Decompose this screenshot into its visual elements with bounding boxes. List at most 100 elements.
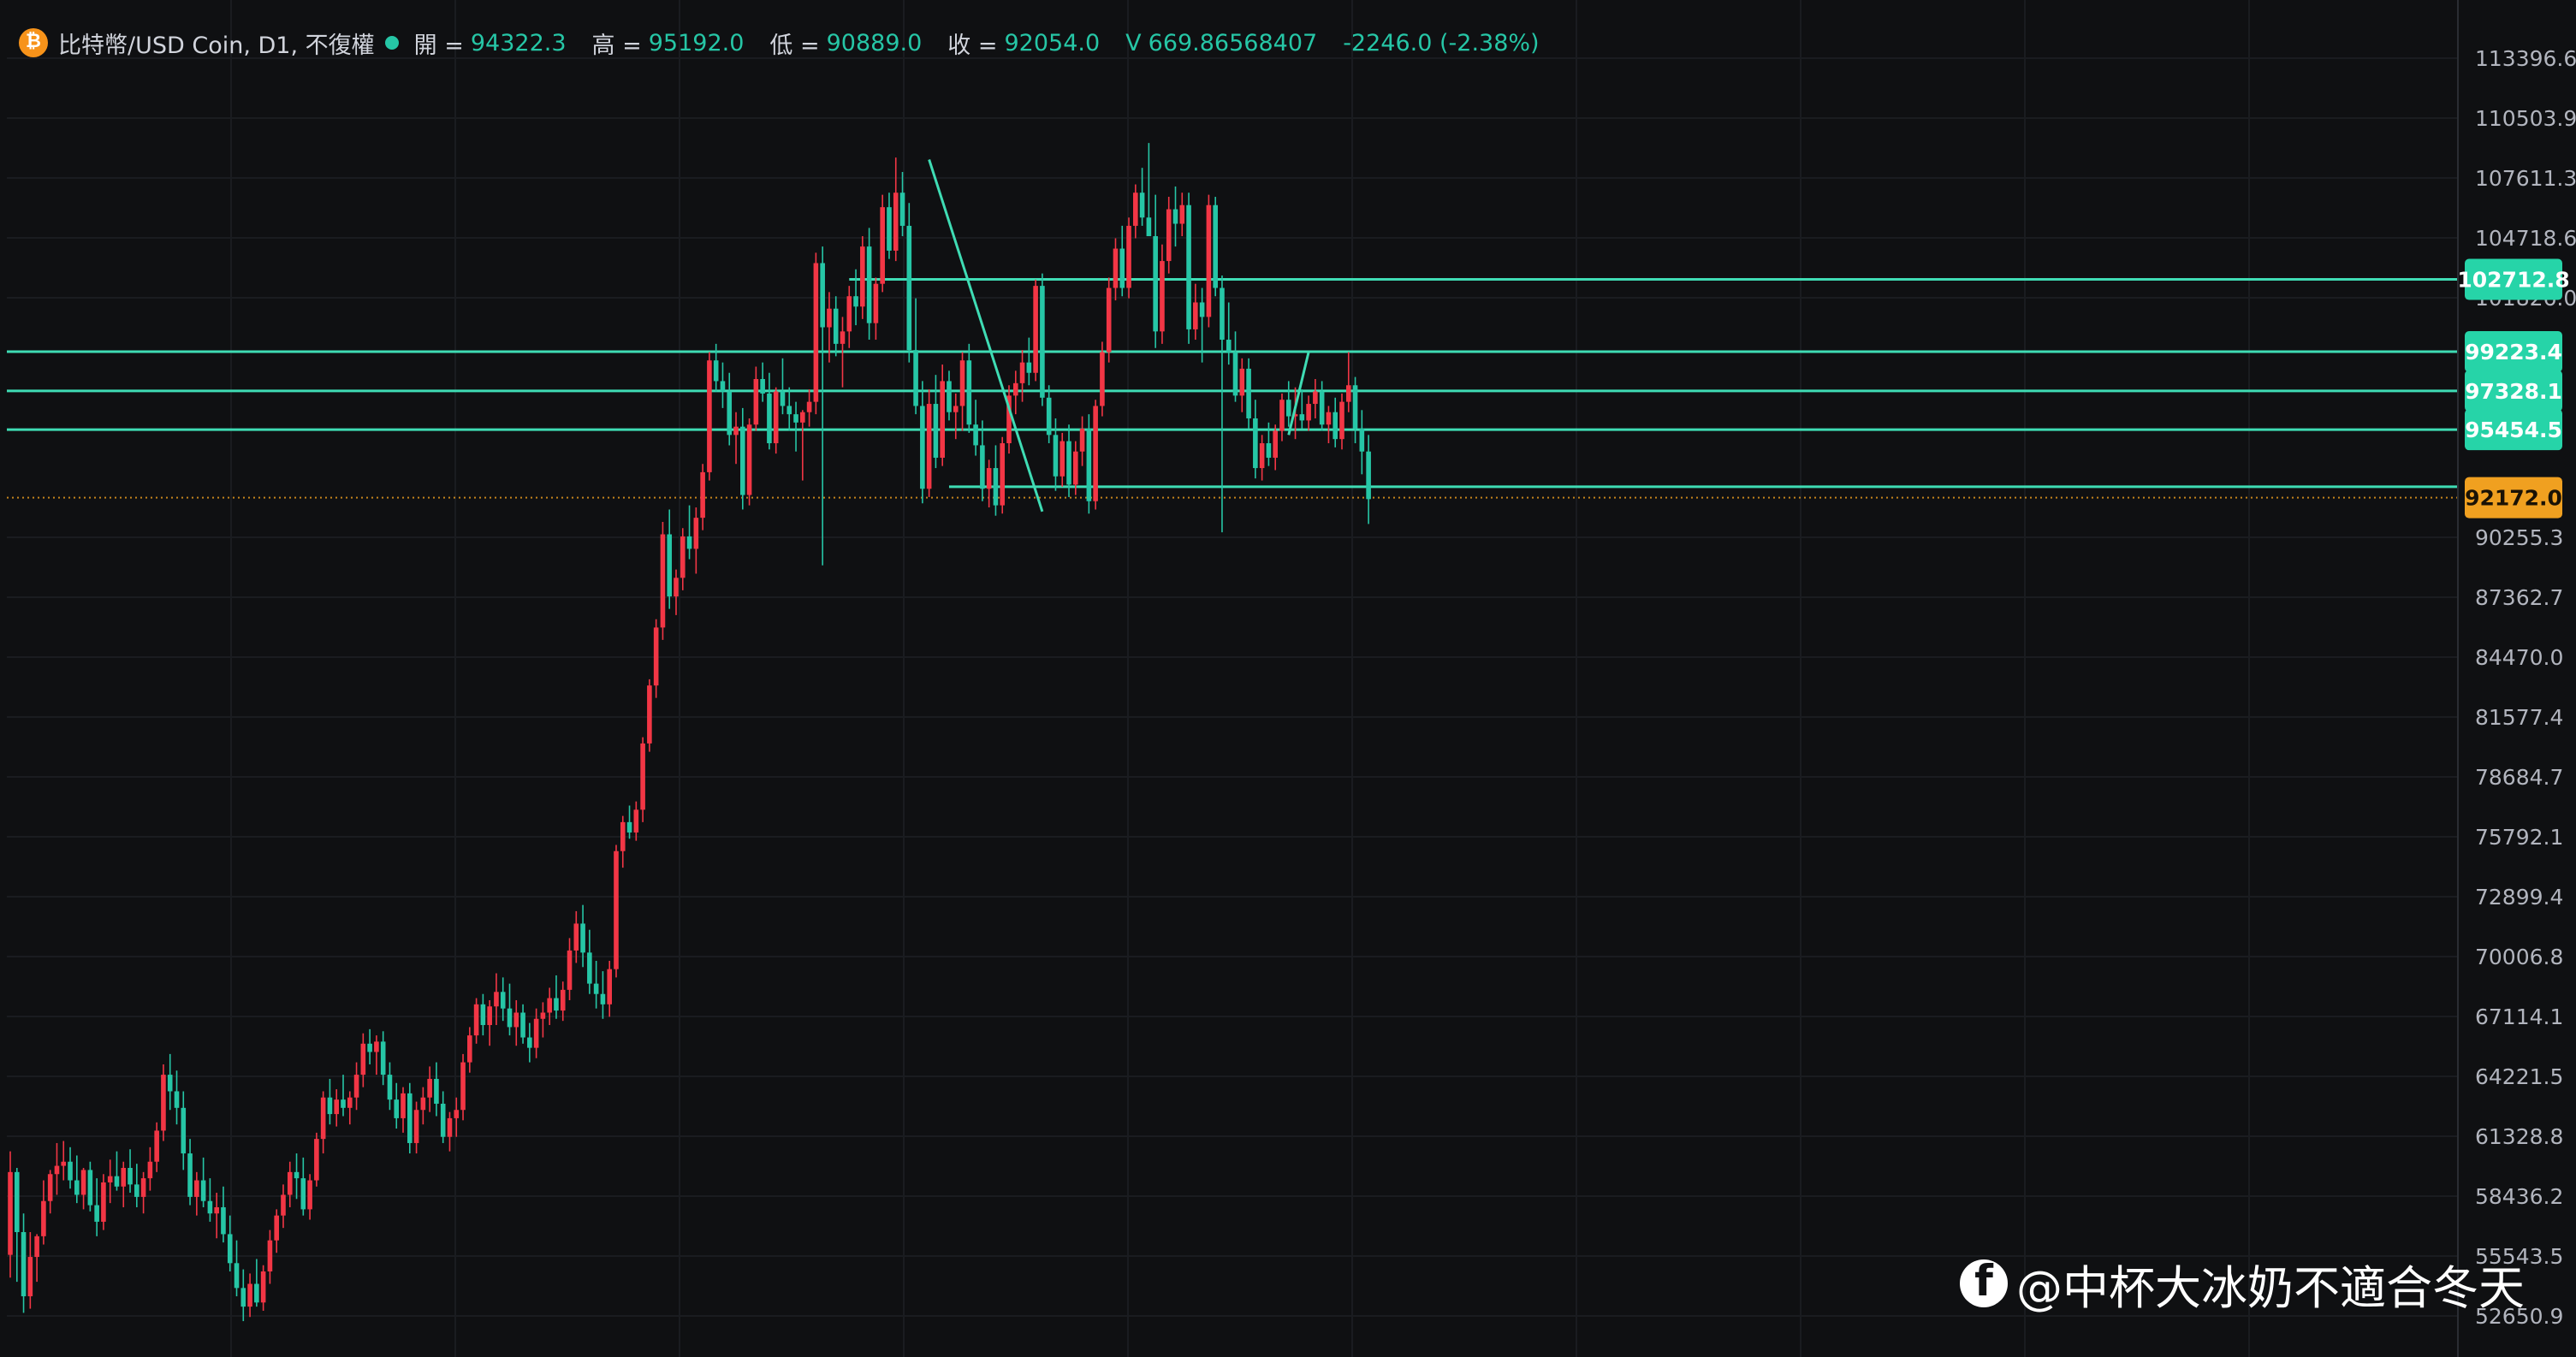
candle-body [154, 1130, 159, 1162]
candle-body [61, 1161, 67, 1166]
candle-body [707, 360, 712, 472]
market-status-dot [384, 36, 399, 50]
price-tick-label: 55543.5 [2475, 1244, 2563, 1269]
candle-body [1172, 209, 1178, 224]
trend-line [928, 159, 1044, 513]
price-axis[interactable]: 113396.6110503.9107611.3104718.6101826.0… [2457, 0, 2576, 1357]
candle-body [34, 1236, 39, 1258]
candle-body [1059, 441, 1065, 477]
candle-body [134, 1184, 139, 1197]
candle-body [1186, 204, 1191, 329]
price-tick-label: 70006.8 [2475, 945, 2563, 969]
candle-body [314, 1139, 319, 1181]
candle-body [260, 1271, 266, 1303]
candle-body [74, 1180, 80, 1195]
candle-body [1053, 435, 1059, 477]
candle-body [587, 952, 592, 984]
candle-body [114, 1176, 120, 1187]
candle-body [8, 1171, 13, 1255]
candle-body [1146, 217, 1152, 237]
price-label-badge [2465, 409, 2562, 451]
candle-body [554, 998, 559, 1011]
candle-body [128, 1167, 133, 1185]
price-tick-label: 84470.0 [2475, 645, 2563, 670]
candle-body [327, 1097, 333, 1115]
candle-body [467, 1035, 472, 1063]
candle-body [1266, 443, 1272, 458]
candle-body [880, 207, 885, 284]
candle-body [767, 393, 772, 444]
candle-body [341, 1099, 346, 1108]
candle-body [893, 193, 899, 251]
candle-body [14, 1171, 20, 1233]
candle-body [194, 1180, 199, 1197]
price-tick-label: 78684.7 [2475, 765, 2563, 790]
candle-body [473, 1004, 479, 1036]
candle-body [440, 1103, 446, 1137]
price-label-text: 99223.4 [2465, 340, 2562, 364]
candle-body [920, 406, 925, 489]
candle-body [746, 424, 752, 495]
candle-body [1226, 340, 1232, 353]
candle-body [300, 1178, 306, 1210]
close-label: 收 = [947, 32, 998, 59]
candle-body [240, 1288, 246, 1307]
candle-body [207, 1200, 213, 1214]
candle-body [1012, 382, 1018, 396]
symbol-title[interactable]: 比特幣/USD Coin, D1, 不復權 [58, 32, 375, 59]
candle-body [434, 1078, 439, 1104]
change-value: -2246.0 (-2.38%) [1343, 29, 1540, 56]
candle-body [540, 1012, 546, 1019]
candle-body [959, 360, 965, 406]
candle-body [1345, 385, 1351, 402]
candle-body [1313, 391, 1318, 405]
candle-body [380, 1041, 386, 1076]
candle-body [593, 983, 599, 994]
candle-body [214, 1206, 219, 1214]
candle-body [21, 1232, 27, 1297]
price-tick-label: 64221.5 [2475, 1064, 2563, 1089]
candle-body [1199, 302, 1205, 317]
volume-value: 669.86568407 [1148, 29, 1318, 56]
candle-body [1339, 401, 1344, 440]
candle-body [460, 1062, 466, 1111]
candle-body [413, 1110, 419, 1143]
candle-body [427, 1078, 432, 1098]
candle-body [68, 1161, 73, 1181]
candle-body [401, 1093, 406, 1118]
candle-body [353, 1075, 359, 1098]
candle-body [1026, 362, 1032, 373]
candle-body [933, 404, 939, 458]
candle-body [87, 1170, 93, 1206]
open-label: 開 = [413, 32, 464, 59]
candle-body [47, 1174, 53, 1201]
candle-body [507, 1008, 513, 1028]
candle-body [181, 1107, 187, 1154]
price-label-badge [2465, 370, 2562, 412]
candle-body [1126, 225, 1131, 288]
candle-body [1279, 400, 1285, 431]
candle-body [1019, 362, 1025, 383]
facebook-icon [1960, 1256, 2008, 1307]
candle-body [693, 518, 699, 549]
candle-body [41, 1200, 46, 1236]
candle-body [221, 1206, 226, 1235]
candle-body [1292, 414, 1298, 417]
candle-body [1033, 286, 1038, 373]
candle-body [653, 627, 659, 686]
close-value: 92054.0 [1004, 29, 1101, 56]
candle-body [334, 1099, 340, 1115]
price-tick-label: 75792.1 [2475, 825, 2563, 850]
candle-body [267, 1240, 273, 1271]
high-value: 95192.0 [648, 29, 745, 56]
price-label-text: 95454.5 [2465, 418, 2562, 442]
candle-body [227, 1234, 233, 1264]
candle-body [993, 468, 999, 506]
price-tick-label: 104718.6 [2475, 226, 2576, 251]
candle-body [1139, 193, 1145, 218]
candle-body [281, 1194, 286, 1216]
candle-body [360, 1043, 366, 1076]
candle-body [846, 296, 852, 332]
